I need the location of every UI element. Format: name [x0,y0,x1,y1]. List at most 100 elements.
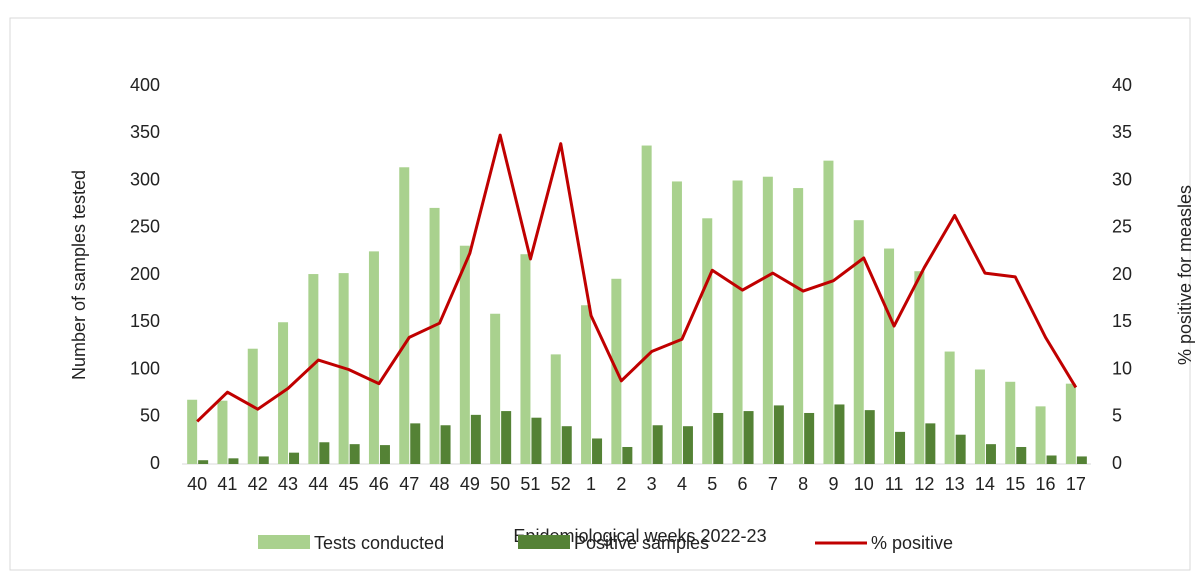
x-tick-label: 47 [399,474,419,494]
y2-tick-label: 10 [1112,358,1132,378]
bar [713,412,724,464]
y2-tick-label: 20 [1112,264,1132,284]
bar [592,438,603,464]
x-tick-label: 8 [798,474,808,494]
bar [198,460,209,464]
bar [368,251,379,464]
bar [319,442,330,464]
bar [974,369,985,464]
bar [743,411,754,464]
x-tick-label: 12 [914,474,934,494]
x-tick-label: 40 [187,474,207,494]
bar [925,423,936,464]
y-tick-label: 0 [150,453,160,473]
bar [217,400,228,464]
x-tick-label: 6 [738,474,748,494]
x-tick-label: 13 [945,474,965,494]
bar [1016,446,1027,464]
bar [884,248,895,464]
x-tick-label: 15 [1005,474,1025,494]
y-tick-label: 150 [130,311,160,331]
y-tick-label: 50 [140,406,160,426]
bar [955,434,966,464]
x-tick-label: 3 [647,474,657,494]
bar [1035,406,1046,464]
bar [490,313,501,464]
y-tick-label: 100 [130,358,160,378]
bar [429,207,440,464]
legend-label: % positive [871,533,953,553]
bar [501,411,512,464]
bar [773,405,784,464]
bar [520,254,531,464]
bar [864,410,875,464]
y2-tick-label: 15 [1112,311,1132,331]
bar [762,176,773,464]
x-tick-label: 46 [369,474,389,494]
x-tick-label: 45 [339,474,359,494]
bar [1076,456,1087,464]
x-tick-label: 11 [885,474,904,494]
y-tick-label: 200 [130,264,160,284]
bar [440,425,451,464]
y2-axis-title: % positive for measles [1175,185,1195,365]
bar [1046,455,1057,464]
y2-tick-label: 0 [1112,453,1122,473]
y2-tick-label: 30 [1112,169,1132,189]
bar [985,444,996,464]
x-tick-label: 42 [248,474,268,494]
legend-swatch [258,535,310,549]
bar [349,444,360,464]
bar [834,404,845,464]
bar [671,181,682,464]
bar [459,245,470,464]
y2-tick-label: 40 [1112,75,1132,95]
bar [399,167,410,464]
bar [531,417,542,464]
bar [470,414,481,464]
x-tick-label: 10 [854,474,874,494]
x-tick-label: 4 [677,474,687,494]
bar [550,354,561,464]
bar [804,412,815,464]
x-tick-label: 41 [217,474,237,494]
bar [823,160,834,464]
x-tick-label: 16 [1036,474,1056,494]
x-tick-label: 1 [586,474,596,494]
x-tick-label: 14 [975,474,995,494]
x-tick-label: 48 [430,474,450,494]
chart-frame [9,17,1191,571]
x-tick-label: 7 [768,474,778,494]
y2-tick-label: 5 [1112,406,1122,426]
x-tick-label: 49 [460,474,480,494]
bar [641,145,652,464]
x-tick-label: 43 [278,474,298,494]
line [196,133,1078,423]
bar [581,305,592,464]
bar [732,180,743,464]
bar [1005,381,1016,464]
bar [410,423,421,464]
y-tick-label: 250 [130,217,160,237]
x-axis-title: Epidemiological weeks 2022-23 [513,526,766,546]
y2-tick-label: 35 [1112,122,1132,142]
x-tick-label: 50 [490,474,510,494]
bar [914,271,925,464]
x-tick-label: 5 [707,474,717,494]
bar [561,426,572,464]
bar [289,452,300,464]
legend-label: Tests conducted [314,533,444,553]
bar [622,446,633,464]
bar [793,188,804,464]
y-axis-title: Number of samples tested [69,170,89,380]
y-tick-label: 400 [130,75,160,95]
y-tick-label: 300 [130,169,160,189]
y-tick-label: 350 [130,122,160,142]
x-tick-label: 51 [520,474,540,494]
bar [682,426,693,464]
bar [308,274,319,464]
bar [1065,383,1076,464]
bar [895,431,906,464]
bar [228,458,239,464]
bar [944,351,955,464]
